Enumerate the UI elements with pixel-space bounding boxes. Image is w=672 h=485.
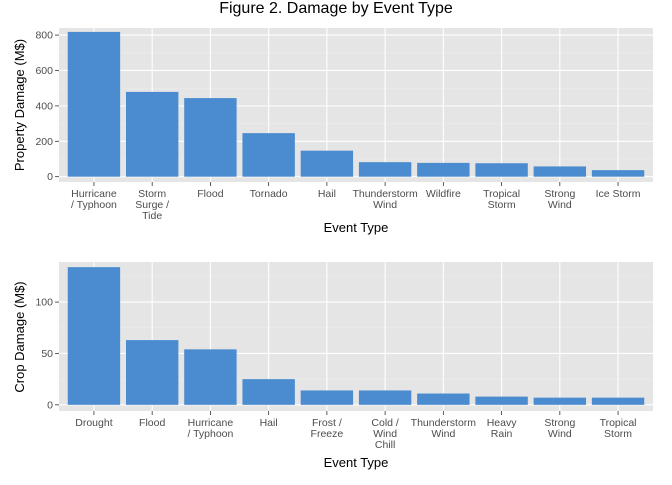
bar bbox=[533, 397, 587, 405]
y-tick-label: 0 bbox=[47, 399, 53, 411]
x-tick-label: Frost / Freeze bbox=[311, 417, 344, 440]
y-tick-label: 200 bbox=[35, 136, 53, 148]
x-tick-label: Flood bbox=[139, 417, 165, 429]
bars-property bbox=[67, 31, 645, 177]
bars-crop bbox=[67, 267, 645, 405]
x-tick-label: Drought bbox=[75, 417, 112, 429]
x-tick-label: Tornado bbox=[250, 188, 288, 200]
x-tick-label: Storm Surge / Tide bbox=[135, 188, 169, 222]
bar bbox=[242, 133, 295, 177]
bar bbox=[300, 150, 354, 177]
y-axis-title-property: Property Damage (M$) bbox=[12, 39, 27, 171]
bar bbox=[358, 390, 412, 405]
chart-crop-damage: 0 50 100 Drought Flood Hurricane / Typhoon Hai… bbox=[12, 262, 653, 470]
x-tick-label: Cold / Wind Chill bbox=[371, 417, 399, 451]
bar bbox=[475, 396, 528, 405]
bar bbox=[533, 166, 587, 177]
x-tick-label: Flood bbox=[197, 188, 223, 200]
y-tick-label: 50 bbox=[41, 348, 53, 360]
x-tick-label: Thunderstorm Wind bbox=[352, 188, 418, 211]
bar bbox=[591, 170, 645, 177]
bar bbox=[125, 91, 179, 177]
x-axis-title-property: Event Type bbox=[324, 220, 389, 235]
bar bbox=[242, 379, 295, 405]
y-tick-label: 100 bbox=[35, 297, 53, 309]
bar bbox=[184, 349, 237, 405]
x-tick-label: Hurricane / Typhoon bbox=[187, 417, 233, 440]
bar bbox=[300, 390, 354, 405]
x-tick-label: Tropical Storm bbox=[600, 417, 637, 440]
bar bbox=[125, 340, 179, 405]
x-tick-label: Strong Wind bbox=[544, 417, 575, 440]
x-axis-title-crop: Event Type bbox=[324, 455, 389, 470]
y-tick-label: 600 bbox=[35, 65, 53, 77]
bar bbox=[475, 163, 528, 177]
y-tick-label: 800 bbox=[35, 30, 53, 42]
x-tick-label: Hail bbox=[260, 417, 278, 429]
y-ticks-crop: 0 50 100 bbox=[35, 297, 59, 411]
bar bbox=[67, 267, 121, 405]
bar bbox=[591, 397, 645, 405]
y-ticks-property: 0 200 400 600 800 bbox=[35, 30, 59, 183]
x-ticks-property: Hurricane / Typhoon Storm Surge / Tide Flood T… bbox=[71, 182, 641, 222]
y-tick-label: 400 bbox=[35, 100, 53, 112]
x-tick-label: Thunderstorm Wind bbox=[411, 417, 477, 440]
x-tick-label: Ice Storm bbox=[596, 188, 641, 200]
x-ticks-crop: Drought Flood Hurricane / Typhoon Hail Frost … bbox=[75, 411, 637, 451]
x-tick-label: Heavy Rain bbox=[487, 417, 518, 440]
bar bbox=[67, 31, 121, 177]
y-axis-title-crop: Crop Damage (M$) bbox=[12, 281, 27, 392]
x-tick-label: Wildfire bbox=[426, 188, 461, 200]
figure-title: Figure 2. Damage by Event Type bbox=[219, 0, 453, 17]
x-tick-label: Hurricane / Typhoon bbox=[71, 188, 117, 211]
bar bbox=[417, 393, 470, 405]
bar bbox=[358, 162, 412, 177]
x-tick-label: Strong Wind bbox=[544, 188, 575, 211]
bar bbox=[184, 98, 237, 177]
x-tick-label: Tropical Storm bbox=[483, 188, 520, 211]
bar bbox=[417, 162, 470, 177]
x-tick-label: Hail bbox=[318, 188, 336, 200]
chart-property-damage: 0 200 400 600 800 Hurricane / Typhoon Storm Sur… bbox=[12, 28, 653, 235]
y-tick-label: 0 bbox=[47, 171, 53, 183]
